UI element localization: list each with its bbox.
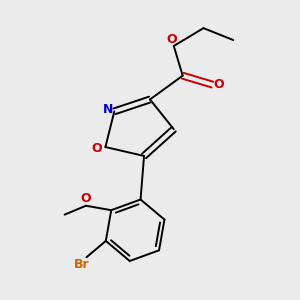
Text: O: O <box>80 192 91 205</box>
Text: N: N <box>103 103 113 116</box>
Text: O: O <box>167 33 177 46</box>
Text: O: O <box>92 142 102 155</box>
Text: Br: Br <box>74 258 90 271</box>
Text: O: O <box>214 78 224 91</box>
